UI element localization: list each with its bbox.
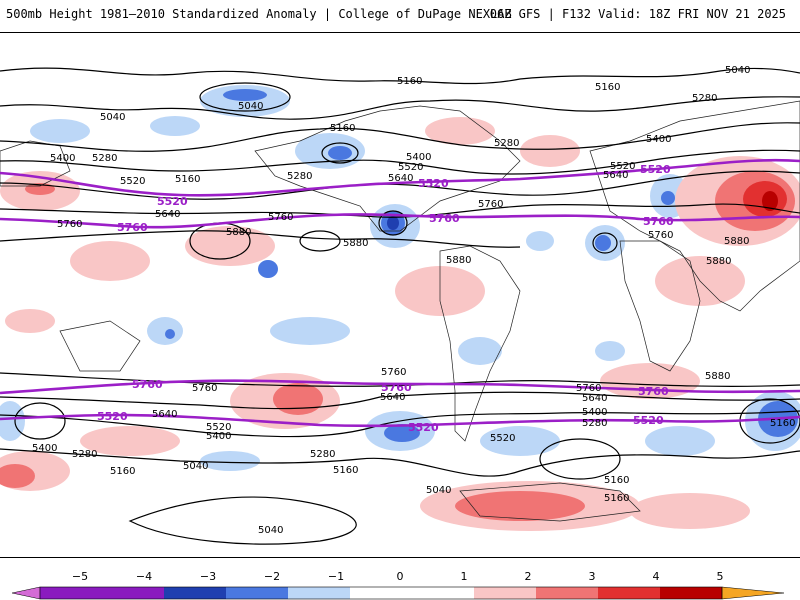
colorbar-segment: [598, 587, 660, 599]
contour-label: 5760: [57, 219, 82, 230]
contour-label: 5160: [604, 493, 629, 504]
colorbar-segment: [536, 587, 598, 599]
climo-label: 5760: [429, 212, 460, 225]
contour-label: 5640: [380, 392, 405, 403]
anomaly-shading: [0, 85, 800, 531]
contour-label: 5400: [406, 152, 431, 163]
colorbar-tick: 0: [397, 570, 404, 583]
height-contours: [0, 67, 800, 545]
contour-label: 5400: [50, 153, 75, 164]
contour-label: 5280: [582, 418, 607, 429]
colorbar-tick: −4: [136, 570, 152, 583]
contour-label: 5160: [604, 475, 629, 486]
climatology-labels: 5520 5520 5520 5520 5520 5520 5760 5760 …: [97, 163, 674, 434]
climo-label: 5520: [97, 410, 128, 423]
colorbar-segment: [40, 587, 102, 599]
contour-label: 5040: [426, 485, 451, 496]
contour-label: 5640: [603, 170, 628, 181]
colorbar-tick: −2: [264, 570, 280, 583]
climo-label: 5520: [640, 163, 671, 176]
colorbar-segment: [350, 587, 412, 599]
colorbar-segment: [474, 587, 536, 599]
contour-label: 5040: [725, 65, 750, 76]
contour-label: 5760: [381, 367, 406, 378]
contour-label: 5640: [155, 209, 180, 220]
contour-label: 5880: [706, 256, 731, 267]
climo-label: 5520: [633, 414, 664, 427]
contour-label: 5520: [610, 161, 635, 172]
colorbar-tick: −3: [200, 570, 216, 583]
colorbar-segment: [226, 587, 288, 599]
contour-label: 5400: [32, 443, 57, 454]
contour-label: 5280: [494, 138, 519, 149]
climo-label: 5520: [157, 195, 188, 208]
contour-label: 5160: [330, 123, 355, 134]
contour-label: 5040: [258, 525, 283, 536]
colorbar-tick: −5: [72, 570, 88, 583]
contour-label: 5520: [490, 433, 515, 444]
colorbar-right-arrow: [721, 586, 785, 600]
run-valid-label: 06Z GFS | F132 Valid: 18Z FRI NOV 21 202…: [489, 7, 786, 21]
climo-label: 5760: [132, 378, 163, 391]
contour-label: 5640: [388, 173, 413, 184]
colorbar-left-arrow: [11, 586, 41, 600]
contour-label: 5520: [120, 176, 145, 187]
contour-label: 5280: [92, 153, 117, 164]
contour-label: 5040: [183, 461, 208, 472]
contour-label: 5880: [446, 255, 471, 266]
contour-label: 5160: [397, 76, 422, 87]
contour-label: 5160: [110, 466, 135, 477]
contour-label: 5760: [576, 383, 601, 394]
contour-label: 5640: [152, 409, 177, 420]
contour-label: 5760: [268, 212, 293, 223]
colorbar-tick: 3: [589, 570, 596, 583]
contour-label: 5640: [582, 393, 607, 404]
contour-label: 5760: [478, 199, 503, 210]
climo-label: 5760: [117, 221, 148, 234]
map-canvas[interactable]: 5040 5040 5040 5040 5040 5040 5160 5160 …: [0, 33, 800, 559]
colorbar-segment: [412, 587, 474, 599]
climo-label: 5760: [381, 381, 412, 394]
contour-label: 5280: [72, 449, 97, 460]
colorbar-tick: 1: [461, 570, 468, 583]
colorbar-tick: 2: [525, 570, 532, 583]
contour-label: 5400: [582, 407, 607, 418]
contour-labels: 5040 5040 5040 5040 5040 5040 5160 5160 …: [32, 65, 795, 536]
contour-label: 5520: [206, 422, 231, 433]
contour-label: 5760: [192, 383, 217, 394]
colorbar-tick: 5: [717, 570, 724, 583]
contour-label: 5160: [175, 174, 200, 185]
map-panel[interactable]: 5040 5040 5040 5040 5040 5040 5160 5160 …: [0, 32, 800, 558]
contour-label: 5160: [770, 418, 795, 429]
contour-label: 5280: [310, 449, 335, 460]
colorbar-tick: 4: [653, 570, 660, 583]
climo-label: 5520: [408, 421, 439, 434]
contour-label: 5160: [333, 465, 358, 476]
climo-label: 5760: [643, 215, 674, 228]
colorbar-segment: [102, 587, 164, 599]
climatology-lines: [0, 158, 800, 428]
contour-label: 5880: [343, 238, 368, 249]
contour-label: 5880: [705, 371, 730, 382]
contour-label: 5280: [692, 93, 717, 104]
climo-label: 5520: [418, 177, 449, 190]
contour-label: 5160: [595, 82, 620, 93]
contour-label: 5880: [724, 236, 749, 247]
contour-label: 5880: [226, 227, 251, 238]
contour-label: 5760: [648, 230, 673, 241]
contour-label: 5520: [398, 162, 423, 173]
colorbar-segment: [288, 587, 350, 599]
colorbar-tick: −1: [328, 570, 344, 583]
colorbar-segment: [660, 587, 722, 599]
contour-label: 5400: [646, 134, 671, 145]
colorbar-legend: −5 −4 −3 −2 −1 0 1 2 3 4 5: [11, 570, 785, 600]
colorbar-segment: [164, 587, 226, 599]
map-title: 500mb Height 1981–2010 Standardized Anom…: [6, 7, 512, 21]
contour-label: 5040: [100, 112, 125, 123]
contour-label: 5280: [287, 171, 312, 182]
contour-label: 5400: [206, 431, 231, 442]
contour-label: 5040: [238, 101, 263, 112]
climo-label: 5760: [638, 385, 669, 398]
header: 500mb Height 1981–2010 Standardized Anom…: [0, 0, 800, 32]
